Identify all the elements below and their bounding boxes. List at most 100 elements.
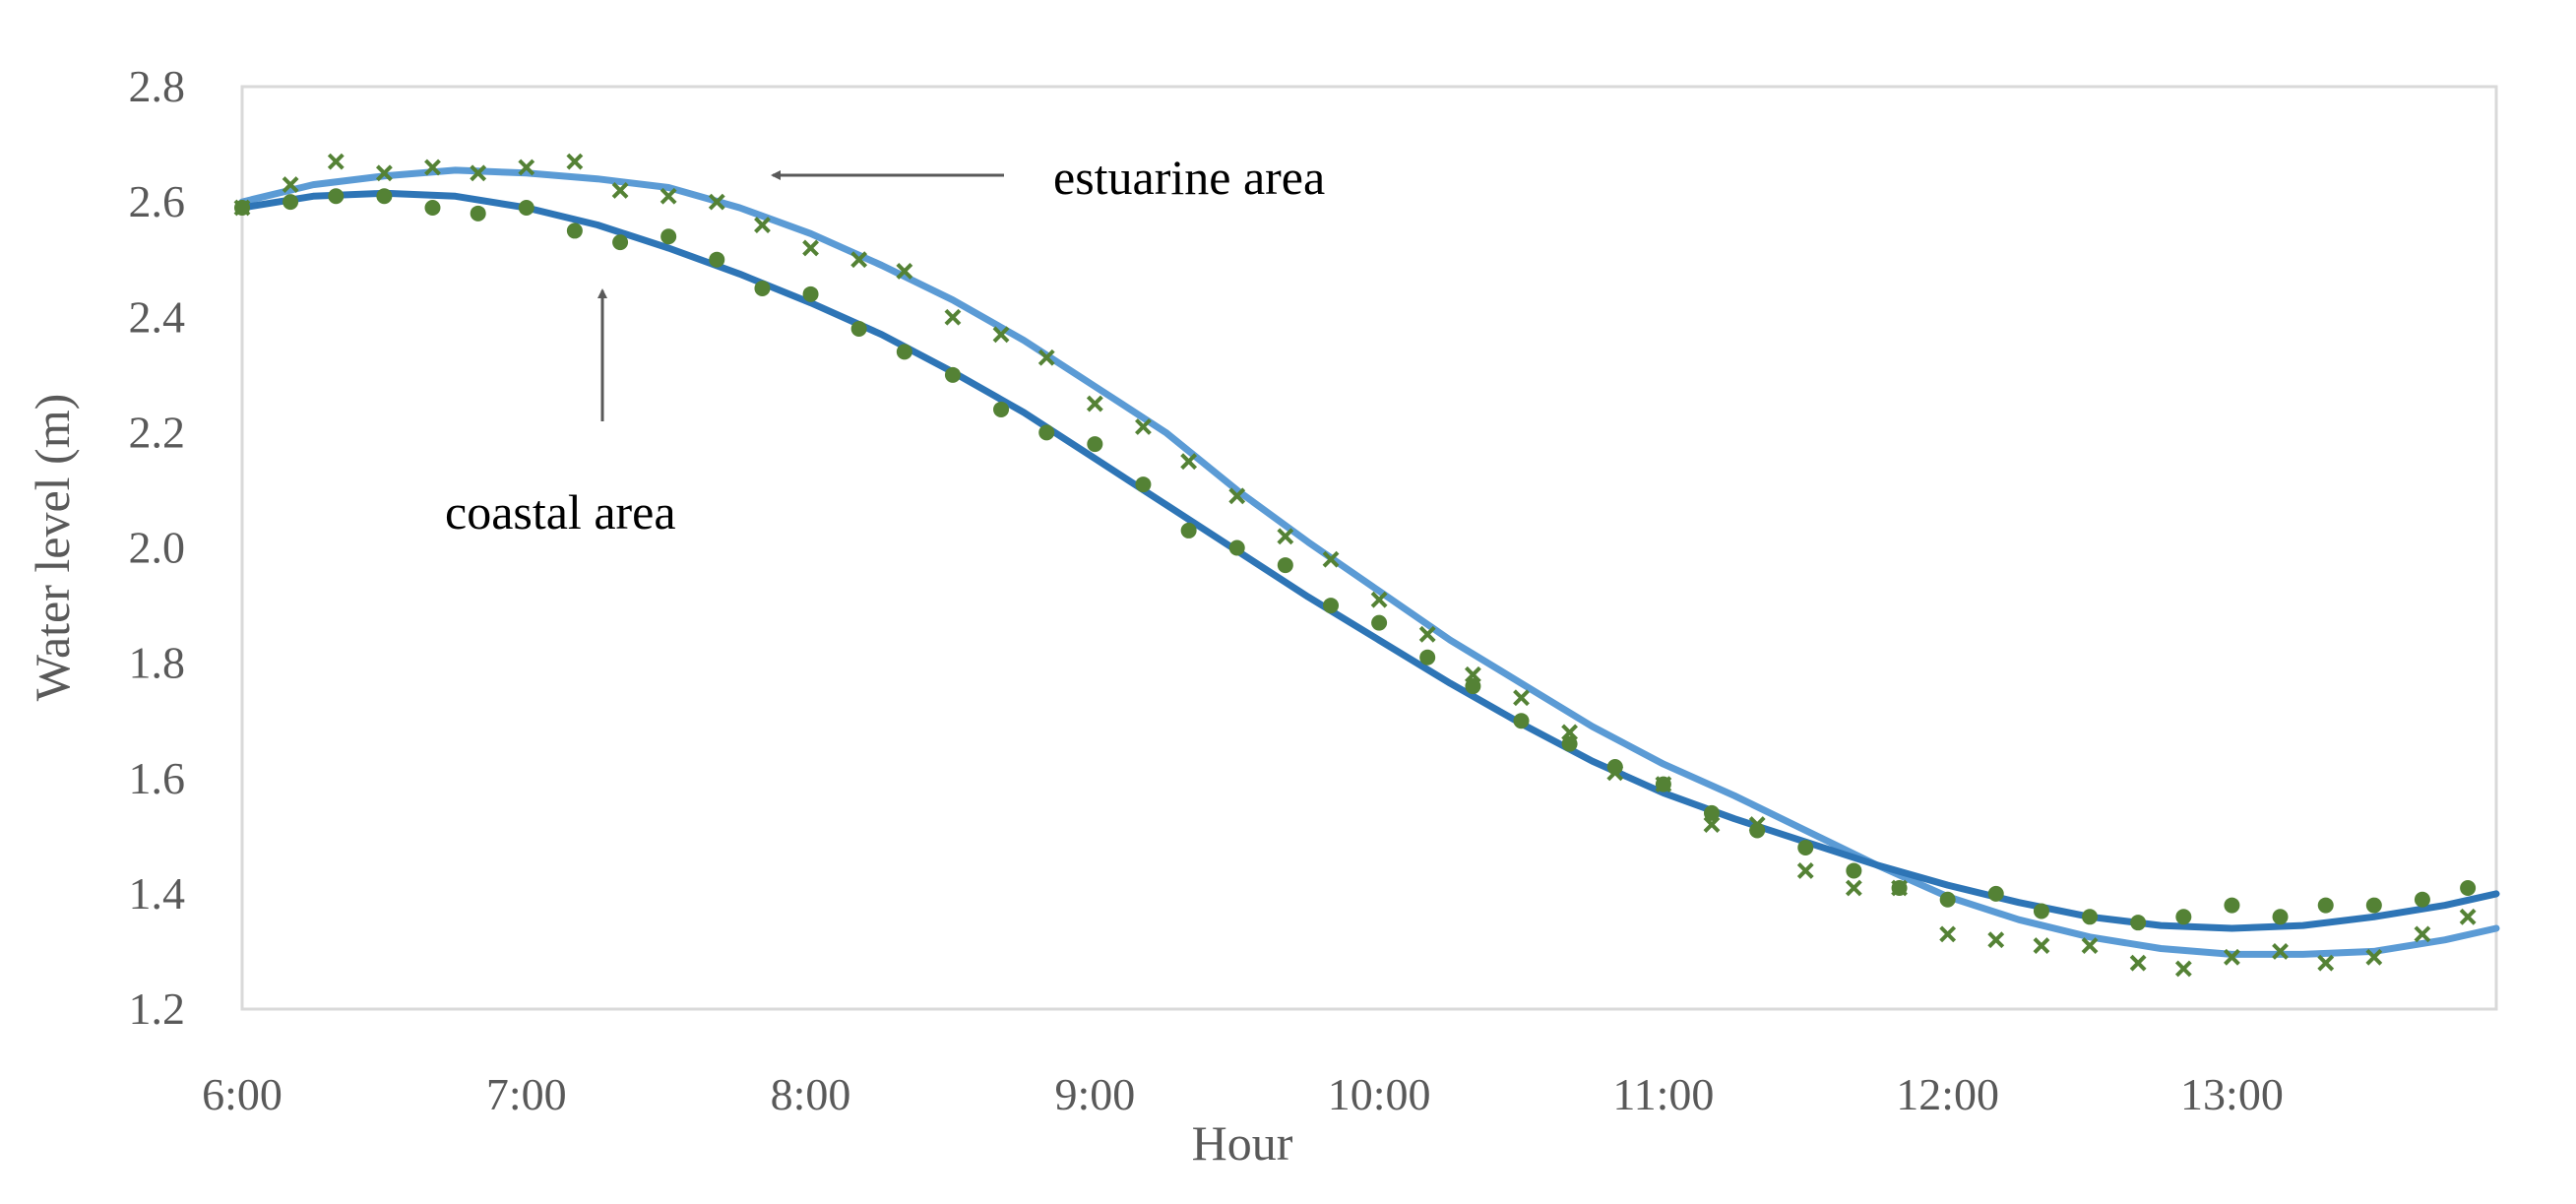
y-tick-label: 2.6 bbox=[129, 176, 186, 226]
data-point-coastal-observed bbox=[1655, 776, 1671, 792]
data-point-coastal-observed bbox=[328, 188, 345, 205]
data-point-coastal-observed bbox=[2414, 891, 2430, 908]
data-point-estuarine-observed bbox=[1796, 862, 1814, 879]
plot-area bbox=[240, 85, 2498, 1011]
data-point-coastal-observed bbox=[1180, 522, 1197, 539]
data-point-estuarine-observed bbox=[1418, 625, 1436, 643]
x-tick-label: 13:00 bbox=[2180, 1069, 2284, 1119]
data-point-coastal-observed bbox=[2130, 915, 2147, 931]
y-axis-title: Water level (m) bbox=[25, 394, 80, 701]
data-point-coastal-observed bbox=[1749, 822, 1766, 839]
data-point-coastal-observed bbox=[802, 285, 819, 302]
data-point-coastal-observed bbox=[1419, 649, 1436, 665]
y-tick-label: 2.8 bbox=[129, 61, 186, 111]
data-point-estuarine-observed bbox=[660, 187, 677, 205]
data-point-coastal-observed bbox=[1323, 598, 1340, 614]
data-point-estuarine-observed bbox=[1322, 550, 1340, 568]
data-point-coastal-observed bbox=[2460, 880, 2477, 897]
data-point-coastal-observed bbox=[2175, 909, 2192, 925]
data-point-coastal-observed bbox=[1277, 557, 1293, 574]
data-point-estuarine-observed bbox=[944, 308, 962, 326]
x-tick-label: 12:00 bbox=[1896, 1069, 1999, 1119]
series-layer bbox=[233, 153, 2500, 978]
data-point-coastal-observed bbox=[1561, 735, 1578, 752]
x-tick-label: 9:00 bbox=[1054, 1069, 1135, 1119]
data-point-estuarine-observed bbox=[1086, 395, 1103, 412]
data-point-estuarine-observed bbox=[327, 153, 345, 170]
y-axis-ticks: 1.2 1.4 1.6 1.8 2.0 2.2 2.4 2.6 2.8 bbox=[129, 61, 186, 1034]
data-point-estuarine-observed bbox=[992, 326, 1010, 344]
data-point-coastal-observed bbox=[1939, 891, 1956, 908]
data-point-estuarine-observed bbox=[2459, 908, 2477, 925]
data-point-estuarine-observed bbox=[850, 251, 868, 269]
data-point-estuarine-observed bbox=[1135, 418, 1152, 435]
data-point-estuarine-observed bbox=[1987, 931, 2005, 949]
x-tick-label: 10:00 bbox=[1328, 1069, 1431, 1119]
data-point-coastal-observed bbox=[1038, 424, 1055, 441]
data-point-estuarine-observed bbox=[1703, 816, 1721, 834]
data-point-estuarine-observed bbox=[2272, 943, 2289, 960]
data-point-estuarine-observed bbox=[2317, 954, 2335, 972]
data-point-estuarine-observed bbox=[1845, 879, 1862, 897]
data-point-estuarine-observed bbox=[424, 158, 441, 176]
data-point-estuarine-observed bbox=[470, 164, 487, 182]
data-point-coastal-observed bbox=[1703, 804, 1720, 821]
data-point-coastal-observed bbox=[1228, 539, 1245, 556]
data-point-coastal-observed bbox=[2317, 897, 2334, 914]
data-point-coastal-observed bbox=[1846, 862, 1862, 879]
data-point-estuarine-observed bbox=[1464, 665, 1481, 683]
data-point-coastal-observed bbox=[1606, 759, 1623, 776]
data-point-estuarine-observed bbox=[1513, 689, 1530, 707]
data-point-coastal-observed bbox=[1987, 885, 2004, 902]
data-point-estuarine-observed bbox=[282, 176, 299, 193]
data-point-estuarine-observed bbox=[1180, 453, 1198, 471]
data-point-coastal-observed bbox=[896, 344, 912, 360]
data-point-estuarine-observed bbox=[1370, 591, 1388, 608]
data-point-estuarine-observed bbox=[2081, 937, 2099, 954]
data-point-coastal-observed bbox=[1891, 880, 1908, 897]
data-point-coastal-observed bbox=[2033, 903, 2049, 919]
x-axis-ticks: 6:00 7:00 8:00 9:00 10:00 11:00 12:00 13:00 bbox=[202, 1069, 2284, 1119]
data-point-estuarine-observed bbox=[2174, 960, 2192, 978]
data-point-coastal-observed bbox=[566, 222, 583, 239]
annotations: estuarine area coastal area bbox=[445, 150, 1325, 539]
y-tick-label: 1.4 bbox=[129, 868, 186, 919]
data-point-coastal-observed bbox=[2082, 909, 2099, 925]
series-line-coastal bbox=[238, 189, 2500, 932]
data-point-coastal-observed bbox=[1797, 840, 1814, 856]
x-tick-label: 11:00 bbox=[1612, 1069, 1714, 1119]
data-point-estuarine-observed bbox=[611, 181, 629, 199]
x-tick-label: 7:00 bbox=[486, 1069, 567, 1119]
data-point-coastal-observed bbox=[1513, 713, 1530, 729]
y-tick-label: 1.2 bbox=[129, 983, 186, 1034]
data-point-coastal-observed bbox=[850, 320, 867, 337]
data-point-coastal-observed bbox=[1087, 436, 1103, 453]
data-point-coastal-observed bbox=[424, 199, 441, 216]
data-point-estuarine-observed bbox=[1939, 925, 1957, 943]
data-point-estuarine-observed bbox=[566, 153, 584, 170]
data-point-coastal-observed bbox=[660, 228, 677, 245]
data-point-coastal-observed bbox=[2224, 897, 2240, 914]
data-point-coastal-observed bbox=[1465, 678, 1481, 695]
data-point-coastal-observed bbox=[944, 366, 961, 383]
y-tick-label: 1.6 bbox=[129, 753, 186, 803]
data-point-estuarine-observed bbox=[2365, 948, 2383, 966]
data-point-estuarine-observed bbox=[2414, 925, 2431, 943]
y-tick-label: 2.2 bbox=[129, 407, 186, 457]
data-point-estuarine-observed bbox=[375, 164, 393, 182]
series-line-estuarine bbox=[238, 166, 2500, 958]
data-point-coastal-observed bbox=[470, 205, 486, 222]
data-point-estuarine-observed bbox=[1561, 724, 1579, 741]
data-point-estuarine-observed bbox=[2129, 954, 2147, 972]
data-point-coastal-observed bbox=[283, 194, 299, 211]
data-point-estuarine-observed bbox=[802, 239, 819, 257]
y-tick-label: 1.8 bbox=[129, 638, 186, 688]
data-point-estuarine-observed bbox=[518, 158, 535, 176]
annotation-estuarine-label: estuarine area bbox=[1053, 150, 1325, 205]
x-tick-label: 8:00 bbox=[771, 1069, 851, 1119]
data-point-estuarine-observed bbox=[708, 193, 725, 211]
y-tick-label: 2.0 bbox=[129, 523, 186, 573]
annotation-coastal-label: coastal area bbox=[445, 484, 676, 539]
